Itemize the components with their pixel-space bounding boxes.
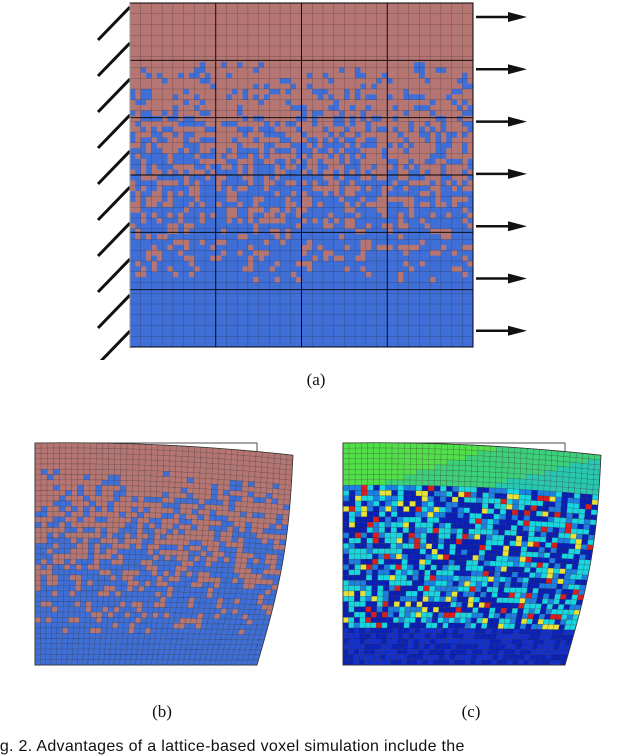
voxel-grid	[130, 3, 474, 348]
right-arrow-icon	[476, 116, 527, 127]
panel-b-label: (b)	[152, 702, 172, 721]
right-arrow-icon	[476, 325, 527, 336]
hatched-wall-icon	[96, 5, 132, 360]
stress-voxel-grid	[342, 442, 602, 666]
figure-caption: ig. 2. Advantages of a lattice-based vox…	[0, 738, 465, 755]
right-arrow-icon	[476, 12, 527, 22]
right-arrow-icon	[476, 221, 527, 232]
deformed-outline	[34, 442, 294, 666]
panel-a	[90, 0, 540, 360]
right-arrow-icon	[476, 168, 527, 179]
right-arrow-icon	[476, 64, 527, 75]
panel-a-label: (a)	[306, 370, 326, 389]
right-arrow-icon	[476, 273, 527, 284]
phase-voxel-grid	[34, 442, 294, 666]
element-boundaries	[130, 3, 473, 347]
deformed-outline	[342, 442, 602, 666]
deformed-phase-map	[34, 442, 294, 666]
deformed-stress-map	[342, 442, 602, 666]
panel-c-label: (c)	[461, 702, 481, 721]
panel-b	[28, 436, 308, 686]
voxel-lattice-diagram	[96, 2, 527, 360]
panel-c	[336, 436, 616, 686]
